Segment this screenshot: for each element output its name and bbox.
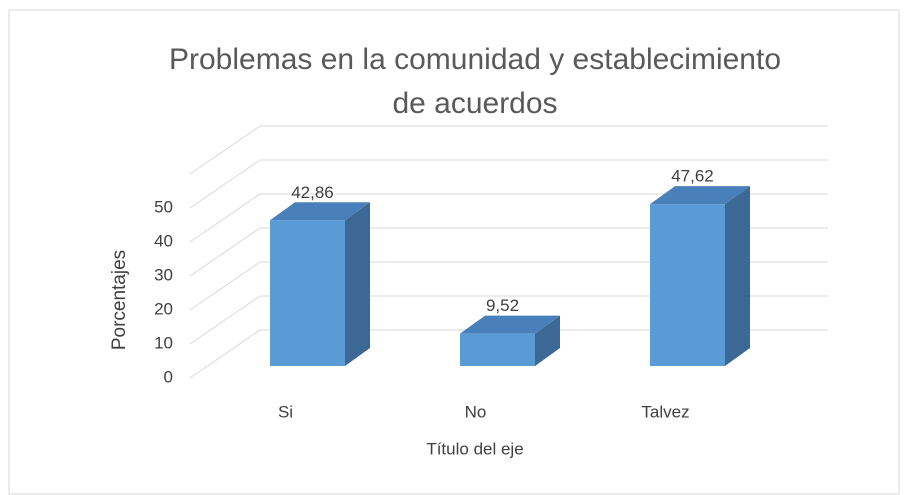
bar-face — [650, 204, 725, 366]
x-tick-label: No — [465, 402, 487, 421]
y-tick-label: 20 — [154, 299, 173, 318]
chart-title: Problemas en la comunidad y establecimie… — [169, 43, 781, 120]
value-label: 9,52 — [486, 296, 519, 315]
bar-face — [460, 333, 535, 366]
bar — [270, 202, 370, 366]
x-tick-label: Talvez — [641, 402, 689, 421]
bar-face — [460, 315, 560, 334]
y-tick-label: 10 — [154, 333, 173, 352]
bar — [650, 186, 750, 366]
grid-line — [189, 193, 261, 243]
grid-line — [189, 125, 261, 175]
bar-face — [345, 202, 370, 366]
y-tick-label: 50 — [154, 197, 173, 216]
grid-line — [189, 227, 261, 277]
y-tick-label: 40 — [154, 231, 173, 250]
value-label: 47,62 — [671, 167, 714, 186]
bar-face — [270, 220, 345, 366]
y-tick-label: 30 — [154, 265, 173, 284]
bar — [460, 315, 560, 366]
x-axis-title: Título del eje — [426, 439, 523, 458]
bar-face — [725, 186, 750, 366]
bar-face — [535, 315, 560, 366]
bar-face — [650, 186, 750, 205]
value-label: 42,86 — [291, 183, 334, 202]
grid-line — [189, 159, 261, 209]
grid-line — [189, 295, 261, 345]
bar-face — [270, 202, 370, 221]
grid-line — [189, 329, 261, 379]
y-tick-label: 0 — [164, 367, 173, 386]
y-axis-title: Porcentajes — [109, 250, 130, 350]
grid-line — [189, 261, 261, 311]
x-tick-label: Si — [278, 402, 293, 421]
chart-border — [8, 9, 900, 495]
